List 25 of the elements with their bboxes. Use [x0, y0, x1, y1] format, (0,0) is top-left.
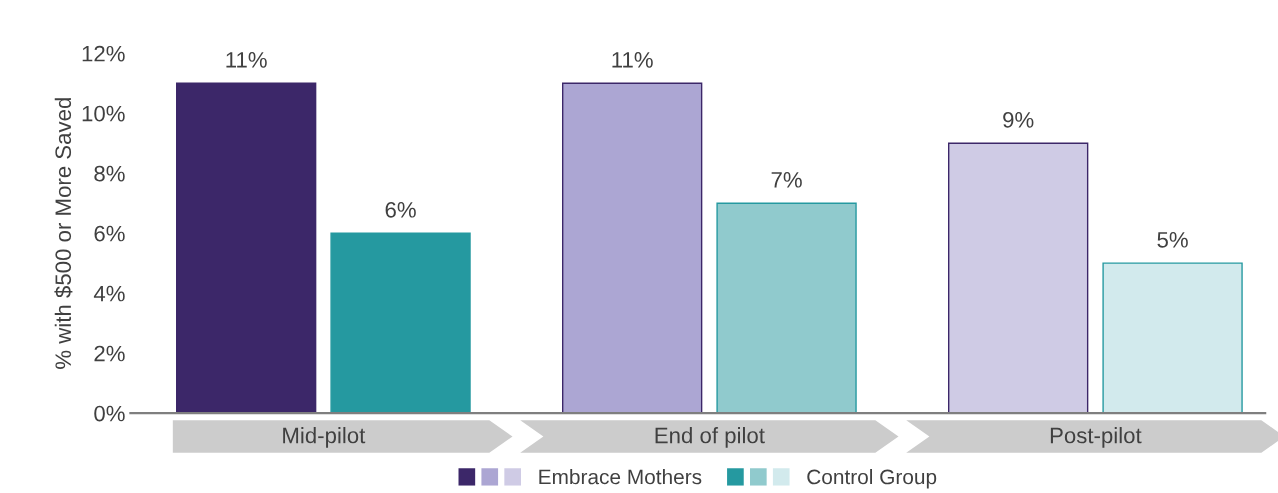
y-tick-label: 6% — [94, 225, 125, 242]
bar — [175, 82, 317, 414]
bar — [716, 202, 857, 414]
x-tick-label: Mid-pilot — [283, 427, 366, 448]
data-label: 11% — [226, 52, 267, 68]
y-tick-label: 4% — [93, 285, 125, 302]
data-label: 9% — [1003, 111, 1034, 128]
y-axis-title: % with $500 or More Saved — [54, 98, 73, 369]
data-label: 11% — [612, 52, 653, 68]
bar — [330, 232, 471, 414]
y-tick-label: 12% — [82, 45, 125, 62]
bar — [947, 142, 1089, 414]
y-tick-label: 8% — [94, 165, 125, 182]
data-label: 5% — [1157, 232, 1188, 248]
legend-label: Control Group — [807, 468, 937, 489]
bar — [561, 82, 703, 414]
y-tick-label: 2% — [94, 345, 125, 362]
y-tick-label: 10% — [82, 105, 125, 122]
data-label: 6% — [385, 201, 416, 218]
x-tick-label: End of pilot — [655, 427, 765, 448]
legend-label: Embrace Mothers — [539, 468, 702, 485]
y-tick-label: 0% — [94, 405, 125, 422]
x-tick-label: Post-pilot — [1050, 427, 1142, 448]
data-label: 7% — [771, 172, 802, 188]
bar — [1102, 262, 1243, 414]
